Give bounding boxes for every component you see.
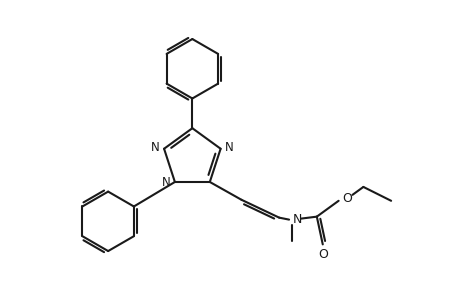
Text: N: N	[151, 141, 159, 154]
Text: N: N	[224, 141, 234, 154]
Text: O: O	[342, 192, 352, 205]
Text: O: O	[317, 248, 327, 261]
Text: N: N	[291, 213, 301, 226]
Text: N: N	[161, 176, 170, 190]
